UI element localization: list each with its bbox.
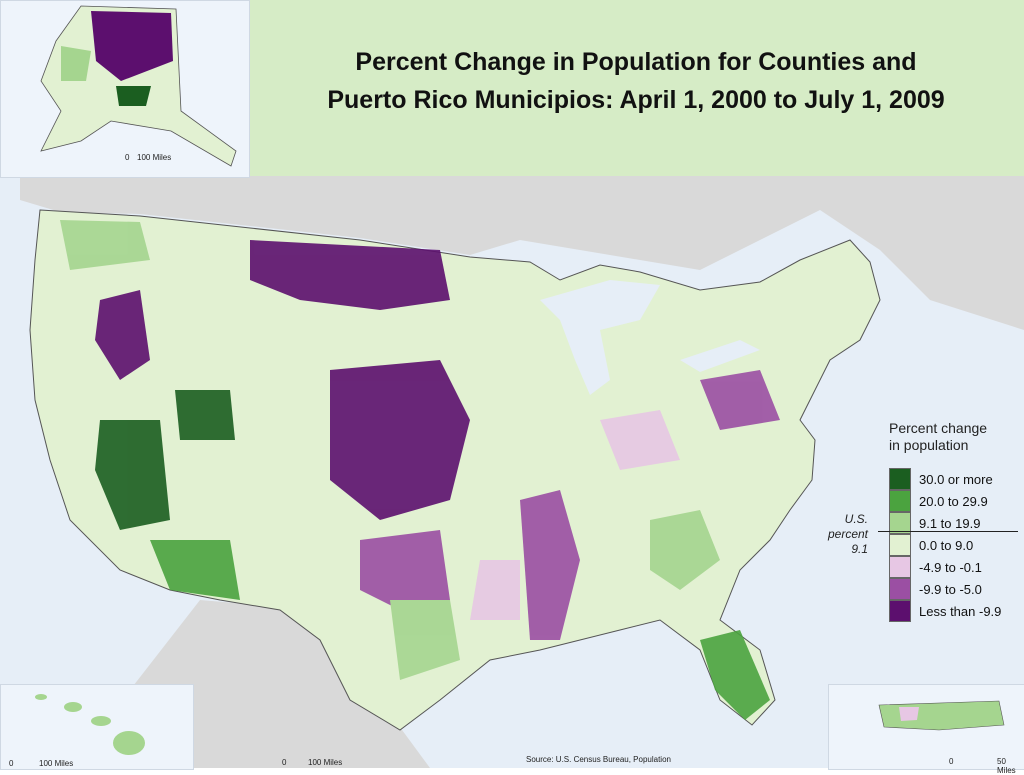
county-pattern — [60, 220, 780, 720]
source-note: Source: U.S. Census Bureau, Population — [526, 755, 671, 764]
legend-item-6: -9.9 to -5.0 — [889, 578, 982, 600]
us-note-line-1: U.S. — [844, 512, 868, 526]
mexico-land — [130, 600, 430, 768]
legend-swatch-1 — [889, 468, 911, 490]
mainland-scale-miles: 100 Miles — [308, 758, 343, 767]
legend: Percent change in population 30.0 or mor… — [880, 420, 1024, 622]
legend-swatch-4 — [889, 534, 911, 556]
hawaii-scale-zero: 0 — [9, 759, 14, 768]
legend-label-6: -9.9 to -5.0 — [919, 581, 982, 597]
pr-scale-zero: 0 — [949, 757, 954, 766]
legend-swatch-3 — [889, 512, 911, 534]
canada-land — [20, 176, 1024, 330]
legend-label-3: 9.1 to 19.9 — [919, 515, 981, 531]
pr-scale-miles: 50 Miles — [997, 757, 1016, 775]
legend-swatch-5 — [889, 556, 911, 578]
legend-item-1: 30.0 or more — [889, 468, 993, 490]
puerto-rico-map — [878, 700, 1005, 731]
us-note-line-2: percent — [827, 527, 868, 541]
legend-swatch-6 — [889, 578, 911, 600]
legend-label-5: -4.9 to -0.1 — [919, 559, 982, 575]
legend-label-2: 20.0 to 29.9 — [919, 493, 988, 509]
title-band: Percent Change in Population for Countie… — [248, 0, 1024, 176]
map-title-line-1: Percent Change in Population for Countie… — [355, 48, 917, 76]
legend-item-7: Less than -9.9 — [889, 600, 1001, 622]
alaska-scale-zero: 0 — [125, 153, 130, 162]
legend-title-line-1: Percent change — [889, 420, 988, 436]
hawaii-map — [35, 694, 145, 755]
map-title-line-2: Puerto Rico Municipios: April 1, 2000 to… — [327, 86, 945, 114]
legend-item-4: 0.0 to 9.0 — [889, 534, 973, 556]
alaska-scale-miles: 100 Miles — [137, 153, 172, 162]
conus-map — [0, 176, 1024, 768]
alaska-map — [40, 5, 237, 167]
legend-label-4: 0.0 to 9.0 — [919, 537, 974, 553]
great-lakes — [540, 280, 660, 395]
legend-label-1: 30.0 or more — [919, 471, 993, 487]
alaska-inset: 0 100 Miles — [0, 0, 250, 178]
legend-title-line-2: in population — [889, 437, 969, 453]
legend-swatch-7 — [889, 600, 911, 622]
conus-map-svg — [20, 176, 1024, 768]
us-note-line-3: 9.1 — [851, 542, 868, 556]
legend-item-5: -4.9 to -0.1 — [889, 556, 982, 578]
mainland-scale-zero: 0 — [282, 758, 287, 767]
lake-erie — [680, 340, 760, 372]
us-percent-divider — [878, 531, 1018, 532]
legend-item-2: 20.0 to 29.9 — [889, 490, 988, 512]
hawaii-inset: 0 100 Miles — [0, 684, 194, 770]
hawaii-scale-miles: 100 Miles — [39, 759, 74, 768]
legend-item-3: 9.1 to 19.9 — [889, 512, 980, 534]
puerto-rico-inset: 0 50 Miles — [828, 684, 1024, 775]
us-percent-note: U.S. percent 9.1 — [818, 512, 868, 557]
legend-label-7: Less than -9.9 — [919, 603, 1002, 619]
legend-swatch-2 — [889, 490, 911, 512]
